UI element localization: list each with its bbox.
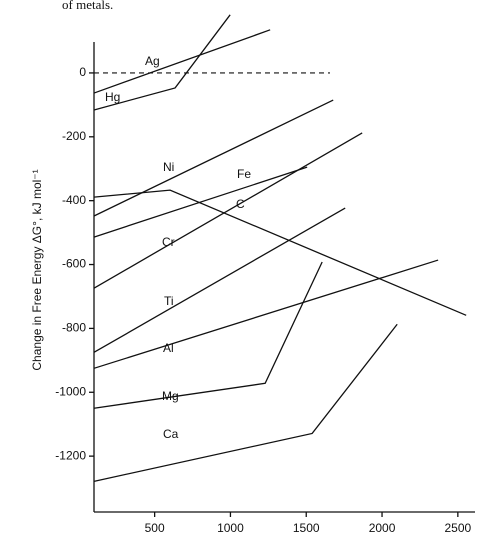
series-line <box>93 261 323 409</box>
series-line <box>93 207 346 353</box>
series-label: Fe <box>237 167 251 181</box>
series-label: C <box>236 197 245 211</box>
x-tick-label: 500 <box>145 521 165 535</box>
x-tick-label: 2000 <box>369 521 396 535</box>
series-label: Al <box>163 341 174 355</box>
x-tick-label: 1500 <box>293 521 320 535</box>
series-line <box>93 14 231 111</box>
series-line <box>93 189 467 316</box>
series-label: Cr <box>162 235 175 249</box>
y-tick-label: -1200 <box>55 448 86 462</box>
series-line <box>93 166 308 238</box>
series-label: Ag <box>145 54 160 68</box>
series-label: Mg <box>162 389 179 403</box>
series-label: Ca <box>163 427 179 441</box>
series-line <box>93 132 363 289</box>
series-label: Hg <box>105 90 120 104</box>
series-line <box>93 29 271 94</box>
series-line <box>93 99 334 217</box>
top-text: of metals. <box>62 0 113 12</box>
series-label: Ni <box>163 160 174 174</box>
series-line <box>93 259 439 369</box>
series-label: Ti <box>164 294 174 308</box>
x-tick-label: 2500 <box>444 521 471 535</box>
y-axis-label: Change in Free Energy ΔG°, kJ mol⁻¹ <box>30 169 44 370</box>
series-line <box>93 323 398 482</box>
y-tick-label: -600 <box>62 257 86 271</box>
x-tick-label: 1000 <box>217 521 244 535</box>
y-tick-label: 0 <box>79 65 86 79</box>
y-tick-label: -400 <box>62 193 86 207</box>
y-tick-label: -1000 <box>55 384 86 398</box>
y-tick-label: -800 <box>62 321 86 335</box>
y-tick-label: -200 <box>62 129 86 143</box>
